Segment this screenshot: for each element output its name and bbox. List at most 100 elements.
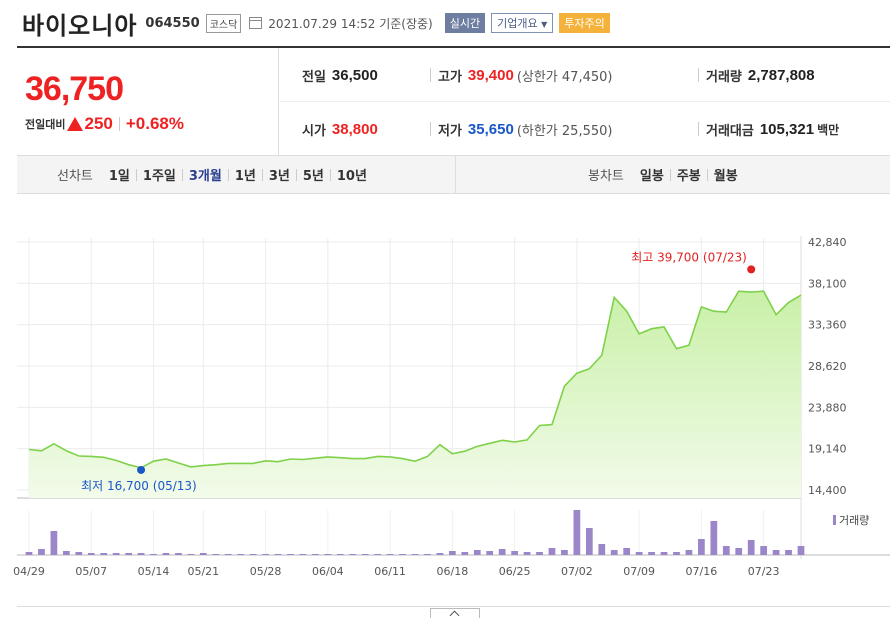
- divider: [430, 68, 431, 82]
- volume-bar: [623, 548, 631, 555]
- volume-bar: [199, 553, 207, 555]
- y-tick-label: 38,100: [808, 277, 847, 290]
- line-chart-tabs: 선차트 1일 1주일 3개월 1년 3년 5년 10년: [17, 156, 456, 193]
- x-tick-label: 06/25: [499, 565, 531, 578]
- tab-5y[interactable]: 5년: [302, 169, 324, 184]
- company-overview-label: 기업개요: [497, 17, 538, 30]
- low-value: 35,650: [467, 120, 514, 138]
- title-row: 바이오니아 064550 코스닥 2021.07.29 14:52 기준(장중)…: [22, 8, 610, 40]
- divider: [430, 122, 431, 136]
- y-tick-label: 19,140: [808, 443, 847, 456]
- high-label: 고가: [438, 69, 462, 85]
- volume-bar: [561, 550, 568, 555]
- volume-bar: [598, 544, 606, 555]
- tab-3y[interactable]: 3년: [268, 169, 290, 184]
- x-tick-label: 07/09: [623, 565, 655, 578]
- amount-value: 105,321: [759, 120, 815, 138]
- volume-bar: [75, 552, 83, 555]
- tab-daily[interactable]: 일봉: [639, 169, 664, 184]
- x-tick-label: 05/21: [187, 565, 219, 578]
- volume-bar: [38, 549, 45, 555]
- volume-bar: [760, 546, 768, 555]
- up-arrow-icon: [67, 117, 84, 131]
- open-label: 시가: [302, 123, 326, 139]
- realtime-button[interactable]: 실시간: [444, 13, 486, 33]
- volume-bar: [424, 554, 431, 555]
- calendar-icon: [249, 17, 263, 29]
- diff-label: 전일대비: [25, 118, 66, 131]
- volume-bar: [785, 550, 792, 555]
- amount-cell: 거래대금 105,321 백만: [706, 102, 839, 156]
- collapse-handle[interactable]: [430, 608, 480, 618]
- high-value: 39,400: [467, 66, 514, 84]
- line-chart-label: 선차트: [57, 169, 93, 184]
- x-tick-label: 05/07: [75, 565, 107, 578]
- volume-bar: [411, 554, 419, 555]
- amount-unit: 백만: [817, 122, 840, 137]
- stats-grid: 전일 36,500 고가 39,400 (상한가 47,450) 거래량 2,7…: [280, 48, 890, 156]
- divider: [698, 122, 699, 136]
- price-chart[interactable]: 42,840 38,100 33,360 28,620 23,880 19,140 14,4…: [0, 210, 890, 608]
- volume-bar: [62, 551, 70, 555]
- x-tick-label: 06/04: [312, 565, 344, 578]
- volume-bar: [324, 554, 332, 555]
- x-tick-label: 07/23: [748, 565, 780, 578]
- tab-3m[interactable]: 3개월: [188, 169, 222, 184]
- tab-weekly[interactable]: 주봉: [676, 169, 701, 184]
- volume-bar: [150, 554, 157, 555]
- volume-bar: [349, 554, 357, 555]
- divider: [706, 168, 708, 181]
- open-value: 38,800: [331, 120, 378, 138]
- low-marker-dot: [137, 465, 146, 474]
- stats-row: 시가 38,800 저가 35,650 (하한가 25,550) 거래대금 10…: [280, 102, 890, 156]
- volume-bar: [548, 548, 556, 555]
- y-tick-label: 42,840: [808, 236, 847, 249]
- volume-bar: [162, 553, 170, 555]
- volume-bar: [473, 550, 481, 555]
- prev-close-label: 전일: [302, 69, 326, 85]
- x-tick-label: 04/29: [13, 565, 45, 578]
- diff-row: 전일대비 250 +0.68%: [25, 114, 184, 134]
- price-block: 36,750 전일대비 250 +0.68%: [17, 48, 279, 156]
- dropdown-arrow-icon: ▼: [541, 20, 548, 29]
- x-tick-label: 06/11: [374, 565, 406, 578]
- volume-bar: [374, 554, 382, 555]
- volume-bar: [274, 554, 282, 555]
- tab-monthly[interactable]: 월봉: [713, 169, 738, 184]
- market-badge: 코스닥: [205, 13, 242, 33]
- volume-bar: [797, 546, 805, 555]
- tab-1d[interactable]: 1일: [108, 169, 130, 184]
- tab-1w[interactable]: 1주일: [142, 169, 176, 184]
- divider: [669, 168, 671, 181]
- amount-label: 거래대금: [706, 123, 754, 139]
- volume-bar: [187, 554, 195, 555]
- volume-bar: [386, 554, 394, 555]
- y-tick-label: 33,360: [808, 319, 847, 332]
- volume-legend-swatch: [833, 515, 836, 525]
- tab-10y[interactable]: 10년: [336, 169, 367, 184]
- volume-bar: [660, 552, 668, 555]
- volume-legend-label: 거래량: [839, 514, 869, 527]
- volume-bar: [237, 554, 245, 555]
- volume-bar: [722, 546, 730, 555]
- divider: [118, 117, 120, 131]
- high-marker-dot: [747, 265, 756, 274]
- volume-bar: [498, 549, 506, 555]
- chart-tabs: 선차트 1일 1주일 3개월 1년 3년 5년 10년 봉차트 일봉 주봉 월봉: [17, 156, 890, 194]
- candle-chart-label: 봉차트: [588, 169, 624, 184]
- volume-bar: [287, 554, 294, 555]
- tab-1y[interactable]: 1년: [234, 169, 256, 184]
- volume-bar: [511, 551, 518, 555]
- volume-bar: [299, 554, 307, 555]
- investment-warning-badge[interactable]: 투자주의: [559, 13, 610, 33]
- open-cell: 시가 38,800: [302, 102, 378, 156]
- volume-bar: [673, 552, 680, 555]
- current-price: 36,750: [25, 70, 124, 108]
- volume-bar: [175, 553, 182, 555]
- volume-bar: [87, 553, 95, 555]
- x-tick-label: 05/28: [250, 565, 282, 578]
- datetime-text: 2021.07.29 14:52 기준(장중): [268, 16, 433, 31]
- volume-bar: [698, 539, 705, 555]
- price-line: [28, 290, 802, 469]
- company-overview-button[interactable]: 기업개요 ▼: [491, 13, 554, 33]
